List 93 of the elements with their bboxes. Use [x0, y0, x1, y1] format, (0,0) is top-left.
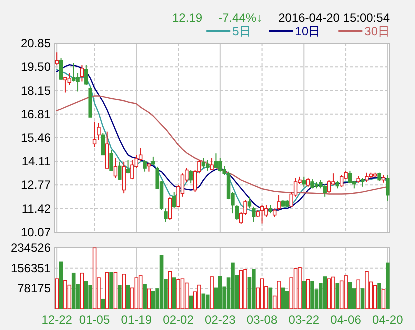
candlestick — [210, 158, 214, 171]
candlestick — [110, 150, 114, 172]
y-tick-label: 234526 — [10, 241, 52, 255]
candlestick — [252, 206, 256, 222]
x-tick-label: 04-20 — [372, 313, 404, 327]
candlestick — [260, 204, 264, 224]
candlestick — [327, 180, 332, 194]
y-tick-label: 18.15 — [20, 84, 52, 98]
bar — [348, 282, 352, 310]
legend-label: 10日 — [295, 24, 321, 38]
x-tick-label: 03-22 — [288, 313, 320, 327]
candlestick — [365, 172, 369, 183]
candlestick — [101, 132, 106, 156]
x-tick-label: 02-23 — [205, 313, 236, 327]
candlestick — [218, 158, 222, 172]
bar — [72, 272, 76, 310]
line-series — [56, 96, 389, 195]
y-tick-label: 15.46 — [20, 131, 52, 145]
candlestick — [122, 161, 126, 194]
bar — [360, 288, 365, 310]
bar — [202, 294, 206, 310]
bar — [336, 283, 340, 310]
candlestick — [80, 64, 84, 82]
y-tick-label: 12.77 — [20, 178, 52, 192]
candlestick — [206, 160, 210, 172]
candlestick — [114, 158, 118, 179]
candlestick — [72, 62, 76, 82]
candlestick — [302, 176, 306, 188]
y-tick-label: 19.50 — [20, 60, 52, 74]
bar — [118, 285, 122, 310]
bar — [231, 262, 235, 310]
bar — [323, 276, 327, 310]
bar — [302, 281, 306, 310]
candlestick — [189, 170, 193, 184]
candlestick — [76, 72, 80, 92]
y-tick-label: 156351 — [10, 261, 52, 276]
candlestick — [202, 158, 206, 170]
candlestick — [340, 174, 344, 188]
candlestick — [323, 184, 327, 198]
x-tick-label: 12-22 — [42, 313, 73, 327]
bar — [59, 262, 64, 310]
x-tick-label: 02-02 — [163, 313, 194, 327]
candlestick — [164, 208, 168, 222]
candlestick — [310, 179, 314, 190]
bar — [143, 284, 147, 310]
bar — [84, 281, 88, 310]
x-tick-label: 01-05 — [79, 313, 110, 327]
bar — [110, 272, 114, 310]
candlestick — [235, 204, 240, 221]
text: 12.19 — [172, 11, 203, 25]
bar — [189, 296, 193, 310]
candlestick — [92, 121, 97, 148]
x-tick-label: 03-08 — [246, 313, 278, 327]
candlestick — [386, 174, 390, 202]
candlestick — [64, 76, 68, 94]
bar — [378, 283, 382, 310]
text: 2016-04-20 15:00:54 — [278, 11, 390, 25]
candlestick — [214, 153, 218, 170]
bar — [88, 285, 92, 310]
bar — [172, 278, 176, 310]
bar — [386, 262, 390, 310]
bar — [281, 288, 286, 310]
bar — [206, 294, 210, 310]
candlestick — [168, 196, 172, 221]
bar — [101, 298, 106, 310]
candlestick — [126, 160, 130, 174]
candlestick — [143, 160, 147, 172]
x-tick-label: 01-19 — [121, 313, 152, 327]
candlestick — [84, 64, 88, 86]
legend-label: 30日 — [364, 24, 390, 38]
bar — [252, 269, 256, 310]
y-tick-label: 16.81 — [20, 107, 52, 122]
y-tick-label: 14.11 — [22, 154, 52, 169]
candlestick — [59, 58, 64, 81]
bar — [152, 291, 156, 310]
candlestick — [172, 192, 176, 210]
x-tick-label: 04-06 — [330, 313, 362, 327]
candlestick — [248, 196, 252, 210]
text: -7.44%↓ — [218, 11, 263, 25]
candlestick — [118, 161, 122, 181]
y-tick-label: 78175 — [18, 282, 52, 296]
candlestick — [68, 72, 72, 86]
bar — [268, 288, 273, 310]
bar — [218, 276, 222, 310]
bar — [160, 255, 164, 310]
y-tick-label: 10.07 — [20, 226, 52, 240]
y-tick-label: 20.85 — [20, 36, 52, 50]
legend-label: 5日 — [232, 24, 252, 38]
candlestick — [348, 170, 352, 184]
bar — [310, 281, 314, 310]
y-tick-label: 11.42 — [22, 202, 52, 216]
bar — [286, 291, 290, 310]
bar — [126, 285, 130, 310]
